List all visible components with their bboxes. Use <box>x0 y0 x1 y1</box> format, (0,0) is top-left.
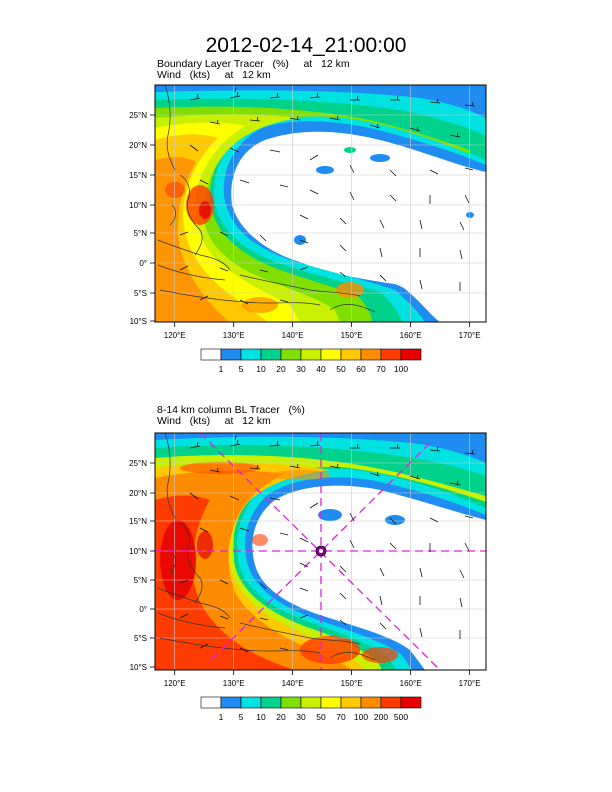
lat-label: 10°S <box>130 317 147 326</box>
colorbar-swatch <box>220 348 242 361</box>
colorbar-swatch <box>340 348 362 361</box>
colorbar-label: 1 <box>219 712 224 722</box>
panel2-wind-barbs <box>179 435 476 653</box>
colorbar-swatch <box>320 348 342 361</box>
lon-label: 160°E <box>400 331 422 340</box>
lon-label: 170°E <box>459 331 481 340</box>
panel1-coastlines <box>157 85 376 313</box>
lat-label: 10°S <box>130 663 147 672</box>
panel1-gridlines <box>155 85 486 322</box>
panel2-lat-labels: 25°N 20°N 15°N 10°N 5°N 0° 5°S 10°S <box>129 459 147 672</box>
lat-label: 15°N <box>129 517 147 526</box>
colorbar-label: 50 <box>336 364 346 374</box>
lat-label: 0° <box>139 259 147 268</box>
colorbar-swatch <box>280 696 302 709</box>
colorbar-swatch <box>380 696 402 709</box>
lat-label: 20°N <box>129 489 147 498</box>
colorbar-label: 10 <box>256 364 266 374</box>
typhoon-center-marker <box>315 545 327 557</box>
page-title: 2012-02-14_21:00:00 <box>205 34 407 57</box>
panel1-colorbar: 1 5 10 20 30 40 50 60 70 100 <box>200 348 422 374</box>
panel2-tracer-field <box>155 433 486 670</box>
colorbar-swatch <box>220 696 242 709</box>
lat-label: 5°N <box>134 229 148 238</box>
colorbar-swatch <box>200 348 222 361</box>
colorbar-label: 5 <box>239 712 244 722</box>
panel2-colorbar: 1 5 10 20 30 50 70 100 200 500 <box>200 696 422 722</box>
colorbar-swatch <box>240 348 262 361</box>
lat-label: 5°N <box>134 576 148 585</box>
colorbar-label: 5 <box>239 364 244 374</box>
panel2-lon-labels: 120°E 130°E 140°E 150°E 160°E 170°E <box>164 679 481 688</box>
panel1-tracer-field <box>155 85 486 322</box>
colorbar-swatch <box>340 696 362 709</box>
panel2-title-line1: 8-14 km column BL Tracer (%) <box>157 404 305 416</box>
colorbar-swatch <box>260 696 282 709</box>
colorbar-label: 70 <box>376 364 386 374</box>
lon-label: 130°E <box>223 331 245 340</box>
colorbar-label: 10 <box>256 712 266 722</box>
lat-label: 25°N <box>129 111 147 120</box>
colorbar-label: 200 <box>374 712 388 722</box>
panel1-title-line1: Boundary Layer Tracer (%) at 12 km <box>157 58 350 70</box>
lon-label: 150°E <box>341 331 363 340</box>
panel2-map: 120°E 130°E 140°E 150°E 160°E 170°E 25°N… <box>129 432 487 688</box>
colorbar-swatch <box>280 348 302 361</box>
colorbar-label: 500 <box>394 712 408 722</box>
lon-label: 170°E <box>459 679 481 688</box>
colorbar-swatch <box>360 696 382 709</box>
colorbar-swatch <box>200 696 222 709</box>
colorbar-swatch <box>260 348 282 361</box>
panel1-title-line2: Wind (kts) at 12 km <box>157 69 271 81</box>
colorbar-label: 30 <box>296 712 306 722</box>
panel2-coastlines <box>157 433 376 661</box>
colorbar-label: 20 <box>276 712 286 722</box>
lat-label: 5°S <box>134 634 147 643</box>
colorbar-swatch <box>240 696 262 709</box>
colorbar-label: 30 <box>296 364 306 374</box>
colorbar-label: 1 <box>219 364 224 374</box>
lon-label: 140°E <box>282 679 304 688</box>
colorbar-label: 70 <box>336 712 346 722</box>
lon-label: 140°E <box>282 331 304 340</box>
colorbar-swatch <box>400 348 422 361</box>
lon-label: 150°E <box>341 679 363 688</box>
lat-label: 20°N <box>129 141 147 150</box>
colorbar-swatch <box>300 348 322 361</box>
panel1-wind-barbs <box>179 87 476 305</box>
panel2-title-line2: Wind (kts) at 12 km <box>157 415 271 427</box>
lat-label: 5°S <box>134 289 147 298</box>
colorbar-label: 100 <box>354 712 368 722</box>
lon-label: 160°E <box>400 679 422 688</box>
lat-label: 15°N <box>129 171 147 180</box>
colorbar-swatch <box>380 348 402 361</box>
lat-label: 25°N <box>129 459 147 468</box>
panel1-lat-labels: 25°N 20°N 15°N 10°N 5°N 0° 5°S 10°S <box>129 111 147 326</box>
colorbar-swatch <box>400 696 422 709</box>
colorbar-label: 50 <box>316 712 326 722</box>
colorbar-label: 60 <box>356 364 366 374</box>
colorbar-label: 100 <box>394 364 408 374</box>
lon-label: 130°E <box>223 679 245 688</box>
colorbar-swatch <box>320 696 342 709</box>
lat-label: 10°N <box>129 547 147 556</box>
lat-label: 10°N <box>129 201 147 210</box>
lat-label: 0° <box>139 605 147 614</box>
panel1-lon-labels: 120°E 130°E 140°E 150°E 160°E 170°E <box>164 331 481 340</box>
colorbar-label: 40 <box>316 364 326 374</box>
colorbar-label: 20 <box>276 364 286 374</box>
colorbar-swatch <box>300 696 322 709</box>
lon-label: 120°E <box>164 679 186 688</box>
panel1-map: 120°E 130°E 140°E 150°E 160°E 170°E 25°N… <box>129 84 487 340</box>
colorbar-swatch <box>360 348 382 361</box>
lon-label: 120°E <box>164 331 186 340</box>
